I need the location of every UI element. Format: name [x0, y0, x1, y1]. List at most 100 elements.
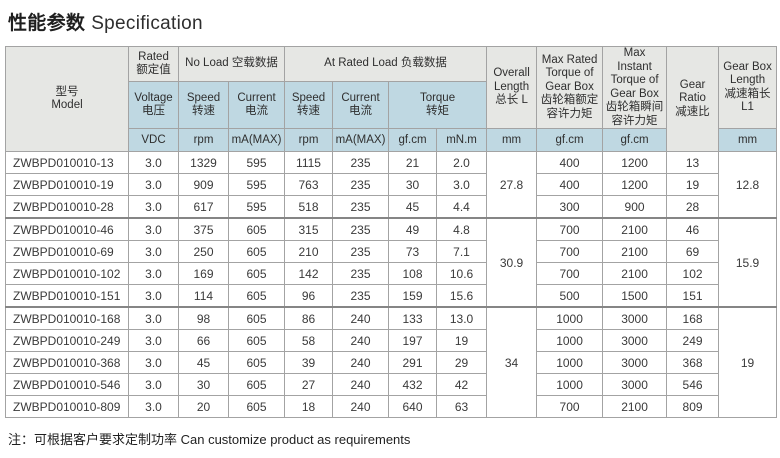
- cell-max-instant: 2100: [602, 240, 668, 264]
- cell-model: ZWBPD010010-368: [5, 351, 129, 375]
- cell-rated-current: 235: [332, 284, 389, 308]
- cell-gearbox-length: 15.9: [718, 217, 778, 308]
- specification-table: 型号 Model Rated 额定值 No Load 空载数据 At Rated…: [5, 45, 778, 419]
- cell-gear-ratio: 168: [666, 306, 720, 331]
- unit-mm-gearbox: mm: [718, 128, 778, 153]
- cell-torque-gfcm: 21: [388, 151, 437, 175]
- cell-no-load-current: 595: [228, 151, 285, 175]
- cell-no-load-current: 595: [228, 173, 285, 197]
- cell-torque-gfcm: 159: [388, 284, 437, 308]
- cell-no-load-speed: 98: [178, 306, 229, 331]
- cell-gear-ratio: 46: [666, 217, 720, 242]
- cell-no-load-current: 605: [228, 351, 285, 375]
- cell-max-rated: 500: [536, 284, 604, 308]
- cell-voltage: 3.0: [128, 306, 179, 331]
- cell-no-load-current: 605: [228, 329, 285, 353]
- cell-gear-ratio: 69: [666, 240, 720, 264]
- cell-model: ZWBPD010010-151: [5, 284, 129, 308]
- cell-torque-gfcm: 432: [388, 373, 437, 397]
- header-no-load: No Load 空载数据: [178, 45, 285, 83]
- cell-rated-current: 235: [332, 151, 389, 175]
- cell-torque-mnm: 63: [435, 395, 488, 419]
- cell-voltage: 3.0: [128, 329, 179, 353]
- cell-max-instant: 3000: [602, 351, 668, 375]
- cell-no-load-speed: 45: [178, 351, 229, 375]
- table-row: ZWBPD010010-809 3.0 20 605 18 240 640 63…: [5, 395, 777, 419]
- cell-model: ZWBPD010010-102: [5, 262, 129, 286]
- cell-model: ZWBPD010010-249: [5, 329, 129, 353]
- table-row: ZWBPD010010-249 3.0 66 605 58 240 197 19…: [5, 329, 777, 353]
- cell-max-instant: 1200: [602, 151, 668, 175]
- unit-mm-overall: mm: [486, 128, 538, 153]
- cell-max-instant: 2100: [602, 262, 668, 286]
- unit-rpm-no-load: rpm: [178, 128, 229, 153]
- cell-gear-ratio: 151: [666, 284, 720, 308]
- table-row: ZWBPD010010-151 3.0 114 605 96 235 159 1…: [5, 284, 777, 308]
- cell-no-load-speed: 250: [178, 240, 229, 264]
- cell-rated-current: 235: [332, 195, 389, 219]
- header-torque: Torque 转矩: [387, 81, 488, 130]
- cell-model: ZWBPD010010-28: [5, 195, 129, 219]
- cell-rated-current: 240: [332, 395, 389, 419]
- cell-max-rated: 700: [536, 262, 604, 286]
- cell-model: ZWBPD010010-168: [5, 306, 129, 331]
- cell-no-load-speed: 66: [178, 329, 229, 353]
- cell-gear-ratio: 28: [666, 195, 720, 219]
- unit-gfcm-torque: gf.cm: [388, 128, 437, 153]
- cell-no-load-current: 605: [228, 240, 285, 264]
- cell-no-load-current: 605: [228, 373, 285, 397]
- header-overall-length: Overall Length 总长 L: [486, 45, 538, 130]
- header-gear-ratio: Gear Ratio 减速比: [666, 45, 720, 153]
- cell-max-rated: 700: [536, 217, 604, 242]
- cell-model: ZWBPD010010-19: [5, 173, 129, 197]
- cell-no-load-current: 605: [228, 284, 285, 308]
- cell-rated-current: 240: [332, 306, 389, 331]
- unit-ma-rated: mA(MAX): [332, 128, 389, 153]
- cell-max-rated: 700: [536, 240, 604, 264]
- table-row: ZWBPD010010-69 3.0 250 605 210 235 73 7.…: [5, 240, 777, 264]
- header-at-rated-load: At Rated Load 负载数据: [283, 45, 488, 83]
- cell-no-load-speed: 30: [178, 373, 229, 397]
- table-row: ZWBPD010010-19 3.0 909 595 763 235 30 3.…: [5, 173, 777, 197]
- cell-voltage: 3.0: [128, 284, 179, 308]
- cell-torque-mnm: 4.4: [435, 195, 488, 219]
- cell-gearbox-length: 19: [718, 306, 778, 419]
- cell-torque-gfcm: 73: [388, 240, 437, 264]
- unit-rpm-rated: rpm: [284, 128, 333, 153]
- unit-ma-no-load: mA(MAX): [228, 128, 285, 153]
- cell-torque-mnm: 10.6: [435, 262, 488, 286]
- cell-no-load-speed: 617: [178, 195, 229, 219]
- cell-voltage: 3.0: [128, 240, 179, 264]
- header-rated: Rated 额定值: [128, 45, 179, 83]
- cell-max-instant: 1200: [602, 173, 668, 197]
- cell-rated-current: 235: [332, 217, 389, 242]
- table-row: ZWBPD010010-46 3.0 375 605 315 235 49 4.…: [5, 217, 778, 308]
- cell-gear-ratio: 368: [666, 351, 720, 375]
- cell-torque-mnm: 13.0: [435, 306, 488, 331]
- header-voltage: Voltage 电压: [128, 81, 179, 130]
- cell-max-rated: 700: [536, 395, 604, 419]
- cell-max-instant: 3000: [602, 329, 668, 353]
- cell-no-load-current: 595: [228, 195, 285, 219]
- cell-model: ZWBPD010010-546: [5, 373, 129, 397]
- cell-voltage: 3.0: [128, 217, 179, 242]
- cell-gear-ratio: 249: [666, 329, 720, 353]
- cell-rated-speed: 518: [284, 195, 333, 219]
- cell-max-instant: 900: [602, 195, 668, 219]
- cell-rated-speed: 142: [284, 262, 333, 286]
- cell-max-rated: 1000: [536, 373, 604, 397]
- cell-overall-length: 34: [486, 306, 538, 419]
- cell-torque-gfcm: 133: [388, 306, 437, 331]
- cell-no-load-speed: 909: [178, 173, 229, 197]
- cell-torque-mnm: 42: [435, 373, 488, 397]
- cell-overall-length: 27.8: [486, 151, 538, 219]
- cell-torque-mnm: 15.6: [435, 284, 488, 308]
- table-row: ZWBPD010010-368 3.0 45 605 39 240 291 29…: [5, 351, 777, 375]
- cell-no-load-speed: 169: [178, 262, 229, 286]
- table-row: ZWBPD010010-28 3.0 617 595 518 235 45 4.…: [5, 195, 777, 219]
- cell-no-load-current: 605: [228, 306, 285, 331]
- cell-torque-mnm: 2.0: [435, 151, 488, 175]
- cell-max-instant: 2100: [602, 217, 668, 242]
- cell-rated-speed: 18: [284, 395, 333, 419]
